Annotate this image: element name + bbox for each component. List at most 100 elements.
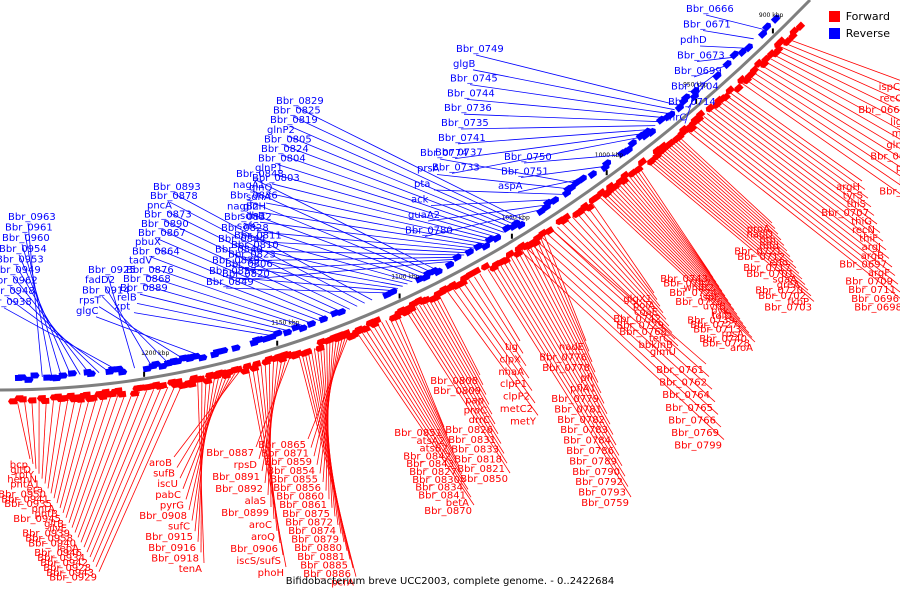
reverse-gene-arrow [770, 14, 781, 24]
leader-line [479, 273, 521, 342]
forward-gene-label: Bbr_0860 [276, 492, 324, 503]
gene-labels: Bbr_0666 Bbr_0671 pdhD Bbr_0673 Bbr_0699 Bbr_… [0, 4, 900, 589]
leader-line [652, 158, 809, 291]
forward-gene-label: Bbr_0783 [560, 425, 608, 436]
leader-line [495, 264, 626, 477]
reverse-gene-label: glgC [76, 306, 98, 317]
reverse-gene-label: Bbr_0890 [141, 219, 189, 230]
forward-gene-label: gltD [10, 465, 31, 476]
leader-line [50, 399, 69, 494]
leader-line [502, 260, 620, 456]
reverse-gene-label: glnH [243, 202, 266, 213]
reverse-gene-label: Bbr_0749 [456, 44, 504, 55]
leader-line [255, 179, 437, 271]
leader-line [104, 285, 152, 366]
forward-gene-label: polA [633, 301, 655, 312]
reverse-gene-label: Bbr_0960 [2, 233, 50, 244]
leader-line [47, 400, 62, 489]
leader-line [145, 275, 306, 327]
forward-gene-label: Bbr_0728 [702, 338, 750, 349]
forward-gene-label: argJ [862, 242, 881, 253]
leader-line [95, 316, 202, 357]
leader-line [726, 95, 869, 199]
reverse-gene-label: Bbr_0954 [0, 244, 47, 255]
forward-gene-label: Bbr_0958 [25, 534, 73, 545]
forward-gene-label: Bbr_0827 [409, 467, 457, 478]
reverse-gene-arrow [674, 103, 684, 113]
leader-line [62, 396, 97, 514]
forward-gene-label: Bbr_0779 [551, 394, 599, 405]
leader-line [12, 275, 90, 374]
leader-line [21, 244, 62, 377]
leader-line [491, 266, 629, 487]
reverse-gene-label: thrC [665, 113, 686, 124]
reverse-gene-arrow [566, 183, 576, 193]
forward-gene-arrow [471, 266, 482, 276]
leader-line [647, 161, 815, 302]
leader-line [271, 183, 492, 240]
leader-line [89, 388, 162, 558]
forward-gene-label: aroQ [251, 532, 275, 543]
forward-gene-label: Bbr_0906 [230, 544, 278, 555]
forward-gene-label: aroB [149, 458, 172, 469]
forward-gene-label: thiS [847, 199, 866, 210]
leader-line [475, 54, 680, 106]
forward-gene-label: nadE [559, 342, 584, 353]
forward-gene-label: sufC [168, 522, 190, 533]
forward-gene-label: Bbr_0764 [662, 390, 710, 401]
leader-line [241, 261, 453, 281]
forward-gene-label: Bbr_0762 [659, 378, 707, 389]
leader-line [98, 306, 185, 360]
forward-gene-label: mfd [759, 241, 779, 252]
reverse-gene-label: Bbr_0840 [215, 245, 263, 256]
leader-line [536, 239, 593, 362]
forward-gene-label: Bbr_0701 [746, 269, 794, 280]
forward-gene-label: Bbr_0768 [619, 327, 667, 338]
leader-line [658, 153, 800, 274]
leader-line [665, 147, 791, 257]
forward-gene-label: Bbr_0766 [668, 415, 716, 426]
leader-line [197, 381, 205, 564]
leader-line [268, 193, 489, 242]
leader-line [74, 393, 126, 533]
forward-gene-label: Bbr_0918 [151, 553, 199, 564]
forward-gene-label: glnA1 [886, 140, 900, 151]
reverse-gene-arrow [282, 328, 293, 337]
forward-gene-label: Bbr_0711 [848, 285, 896, 296]
leader-line [269, 362, 272, 508]
leader-line [618, 183, 735, 311]
forward-gene-label: Bbr_0945 [13, 514, 61, 525]
leader-line [451, 136, 641, 174]
forward-gene-label: pth [759, 235, 776, 246]
forward-gene-label: Bbr_0702 [758, 291, 806, 302]
leader-line [166, 211, 358, 307]
forward-gene-label: Bbr_0916 [148, 543, 196, 554]
leader-line [283, 145, 508, 231]
forward-gene-label: thiF [859, 234, 878, 245]
forward-gene-label: alaS [245, 496, 266, 507]
forward-gene-label: tyrS [843, 191, 863, 202]
leader-line [435, 296, 484, 385]
forward-gene-arrow [251, 360, 262, 368]
forward-gene-label: pfl [580, 373, 593, 384]
forward-gene-label: Bbr_0809 [433, 386, 481, 397]
forward-gene-label: Bbr_0928 [43, 563, 91, 574]
forward-gene-label: Bbr_0712 [737, 252, 785, 263]
forward-gene-label: metC2 [500, 404, 533, 415]
leader-line [86, 389, 155, 553]
legend-reverse-label: Reverse [845, 27, 890, 40]
reverse-gene-arrow [666, 110, 676, 120]
forward-gene-arrow [233, 365, 243, 374]
reverse-gene-label: ack [411, 195, 429, 206]
forward-gene-label: Bbr_0874 [288, 526, 336, 537]
forward-gene-label: Bbr_0943 [46, 568, 94, 579]
forward-gene-label: sdaA [772, 274, 797, 285]
leader-line [393, 316, 448, 435]
leader-line [572, 216, 667, 320]
leader-line [265, 202, 485, 245]
forward-gene-label: Bbr_0720 [755, 286, 803, 297]
forward-gene-label: aroC [249, 520, 272, 531]
forward-gene-label: uvrB [703, 302, 726, 313]
forward-gene-label: pntB [35, 509, 59, 520]
reverse-gene-label: glgB [453, 59, 475, 70]
